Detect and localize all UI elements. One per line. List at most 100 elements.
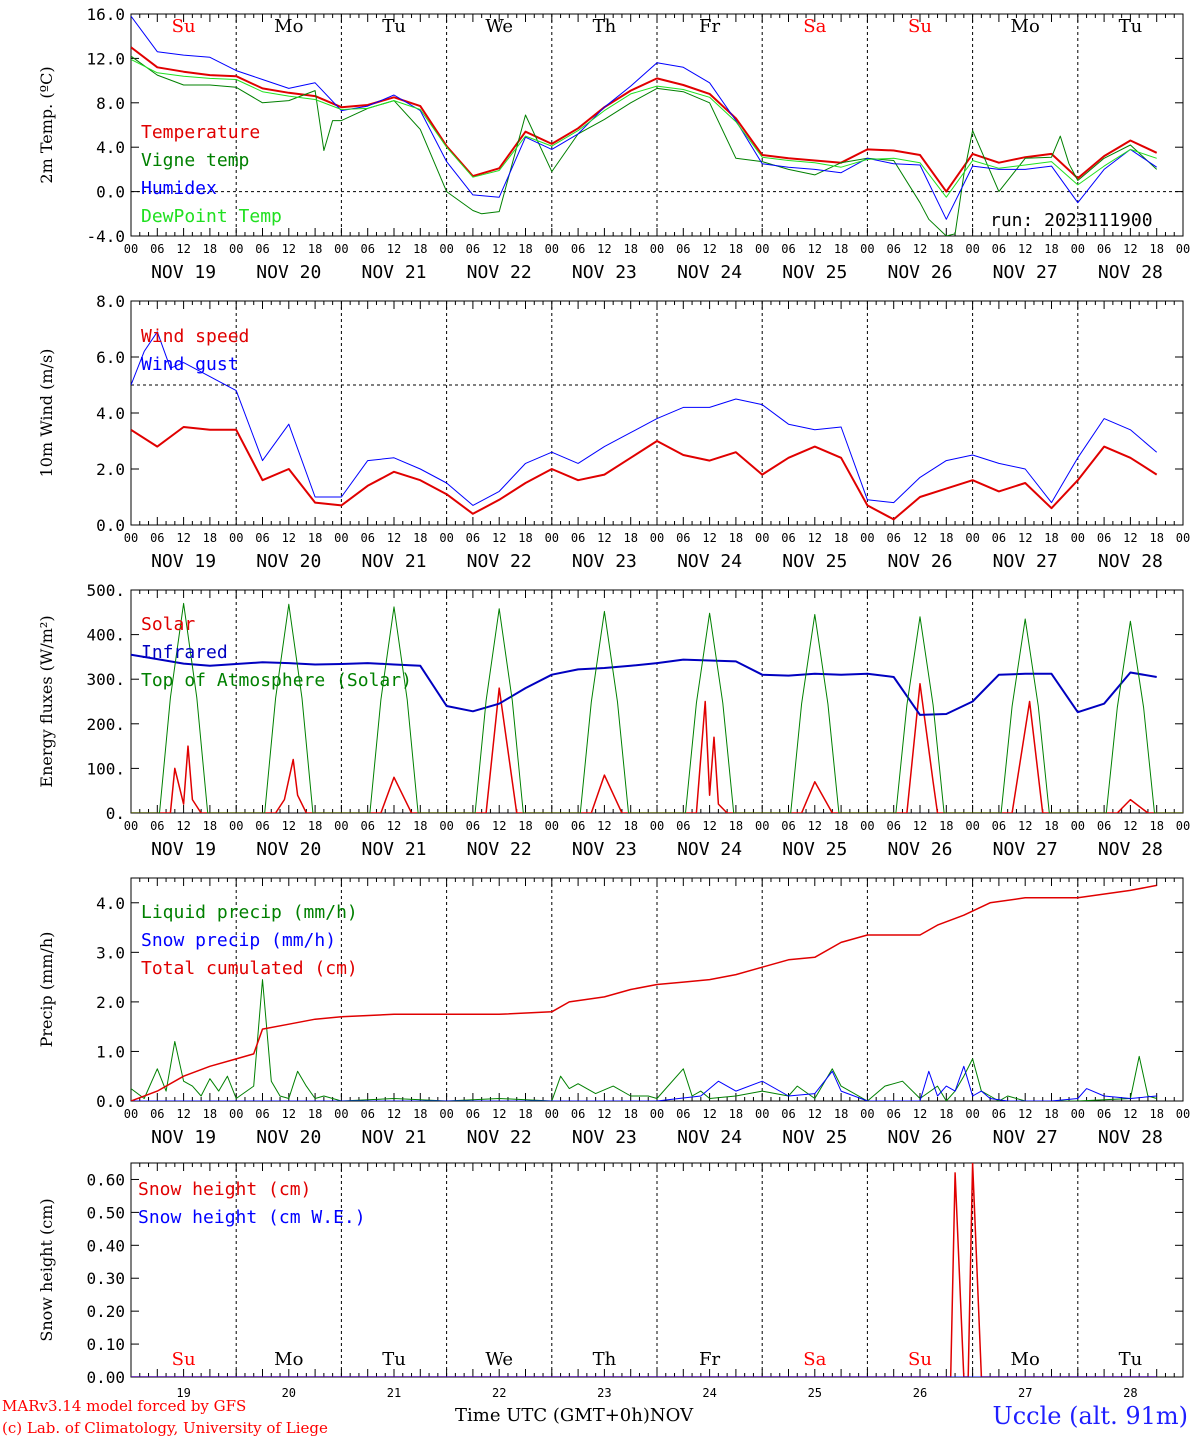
hour-tick-label: 06 (886, 242, 900, 256)
series-line-top-of-atmosphere-solar (131, 602, 1183, 813)
date-label: NOV 26 (887, 1127, 952, 1148)
hour-tick-label: 00 (1071, 819, 1085, 833)
series-group (131, 331, 1158, 521)
hour-tick-label: 00 (650, 531, 664, 545)
legend-entry: Snow precip (mm/h) (141, 930, 336, 951)
legend-entry: Snow height (cm W.E.) (138, 1207, 366, 1228)
weekday-label: We (485, 16, 513, 37)
weekday-label: Su (908, 1349, 932, 1370)
legend-entry: Liquid precip (mm/h) (141, 902, 358, 923)
hour-tick-label: 18 (518, 531, 532, 545)
day-number-label: 26 (913, 1386, 927, 1400)
hour-tick-label: 12 (913, 1107, 927, 1121)
hour-tick-label: 12 (1123, 819, 1137, 833)
weekday-label: Fr (699, 16, 720, 37)
series-group (131, 884, 1157, 1101)
hour-tick-label: 06 (676, 242, 690, 256)
hour-tick-label: 12 (1018, 819, 1032, 833)
legend-entry: Humidex (141, 178, 217, 199)
precipitation-panel: 0.0 1.0 2.0 3.0 4.0 Precip (mm/h) 00 06 12 18 NOV … (37, 877, 1190, 1148)
date-label: NOV 19 (151, 839, 216, 860)
hour-tick-label: 06 (150, 819, 164, 833)
legend-entry: Top of Atmosphere (Solar) (141, 670, 412, 691)
hour-tick-label: 18 (1149, 1107, 1163, 1121)
date-label: NOV 20 (256, 839, 321, 860)
hour-tick-label: 12 (282, 1107, 296, 1121)
legend-entry: Temperature (141, 122, 260, 143)
x-axis-title-text: Time UTC (GMT+0h) (455, 1405, 650, 1426)
hour-tick-label: 18 (308, 242, 322, 256)
hour-tick-label: 12 (808, 242, 822, 256)
weekday-label: Su (172, 16, 196, 37)
y-tick-label: 500. (86, 581, 125, 600)
date-label: NOV 26 (887, 839, 952, 860)
day-number-label: 22 (492, 1386, 506, 1400)
hour-tick-label: 00 (334, 819, 348, 833)
date-label: NOV 21 (361, 551, 426, 572)
hour-tick-label: 06 (992, 819, 1006, 833)
date-label: NOV 23 (572, 551, 637, 572)
date-label: NOV 19 (151, 262, 216, 283)
weekday-label: Mo (1011, 16, 1040, 37)
series-group (131, 1163, 1157, 1377)
series-line-snow-height-cm (131, 1163, 1157, 1377)
hour-tick-label: 12 (913, 531, 927, 545)
hour-tick-label: 06 (571, 819, 585, 833)
hour-tick-label: 18 (413, 242, 427, 256)
hour-tick-label: 00 (1176, 1107, 1190, 1121)
hour-tick-label: 18 (623, 531, 637, 545)
hour-tick-label: 00 (545, 1107, 559, 1121)
weekday-label: Tu (382, 1349, 406, 1370)
hour-tick-label: 06 (360, 242, 374, 256)
date-label: NOV 25 (782, 1127, 847, 1148)
hour-tick-label: 00 (334, 1107, 348, 1121)
date-label: NOV 27 (993, 551, 1058, 572)
hour-tick-label: 00 (1176, 531, 1190, 545)
day-number-label: 24 (702, 1386, 716, 1400)
hour-tick-label: 00 (545, 819, 559, 833)
hour-tick-label: 12 (492, 819, 506, 833)
hour-tick-label: 06 (1097, 1107, 1111, 1121)
hour-tick-label: 06 (992, 1107, 1006, 1121)
legend-entry: Vigne temp (141, 150, 249, 171)
y-tick-label: 0.60 (86, 1170, 125, 1189)
hour-tick-label: 06 (255, 531, 269, 545)
date-label: NOV 21 (361, 839, 426, 860)
y-tick-label: 0.0 (96, 516, 125, 535)
hour-tick-label: 12 (597, 242, 611, 256)
legend-entry: Wind speed (141, 326, 249, 347)
hour-tick-label: 00 (1071, 531, 1085, 545)
weekday-label: Tu (1119, 16, 1143, 37)
day-number-label: 21 (387, 1386, 401, 1400)
date-label: NOV 28 (1098, 551, 1163, 572)
hour-tick-label: 18 (413, 531, 427, 545)
hour-tick-label: 12 (1018, 531, 1032, 545)
legend-entry: Wind gust (141, 354, 239, 375)
hour-tick-label: 12 (282, 819, 296, 833)
legend-entry: Infrared (141, 642, 228, 663)
y-tick-label: 2.0 (96, 993, 125, 1012)
series-group (131, 602, 1183, 813)
hour-tick-label: 00 (439, 531, 453, 545)
series-line-humidex (131, 15, 1157, 220)
hour-tick-label: 18 (623, 1107, 637, 1121)
date-label: NOV 23 (572, 1127, 637, 1148)
hour-tick-label: 00 (439, 819, 453, 833)
station-label: Uccle (alt. 91m) (992, 1402, 1188, 1430)
hour-tick-label: 06 (1097, 531, 1111, 545)
hour-tick-label: 18 (1149, 819, 1163, 833)
energy-flux-panel: 0. 100. 200. 300. 400. 500. Energy fluxes (W/m… (37, 581, 1190, 860)
hour-tick-label: 06 (676, 819, 690, 833)
hour-tick-label: 12 (1018, 242, 1032, 256)
hour-tick-label: 12 (597, 819, 611, 833)
y-tick-label: 400. (86, 626, 125, 645)
hour-tick-label: 06 (886, 531, 900, 545)
hour-tick-label: 12 (176, 1107, 190, 1121)
hour-tick-label: 12 (387, 819, 401, 833)
hour-tick-label: 18 (1149, 242, 1163, 256)
hour-tick-label: 18 (729, 531, 743, 545)
hour-tick-label: 06 (992, 531, 1006, 545)
day-number-label: 19 (176, 1386, 190, 1400)
hour-tick-label: 12 (808, 1107, 822, 1121)
hour-tick-label: 00 (965, 1107, 979, 1121)
